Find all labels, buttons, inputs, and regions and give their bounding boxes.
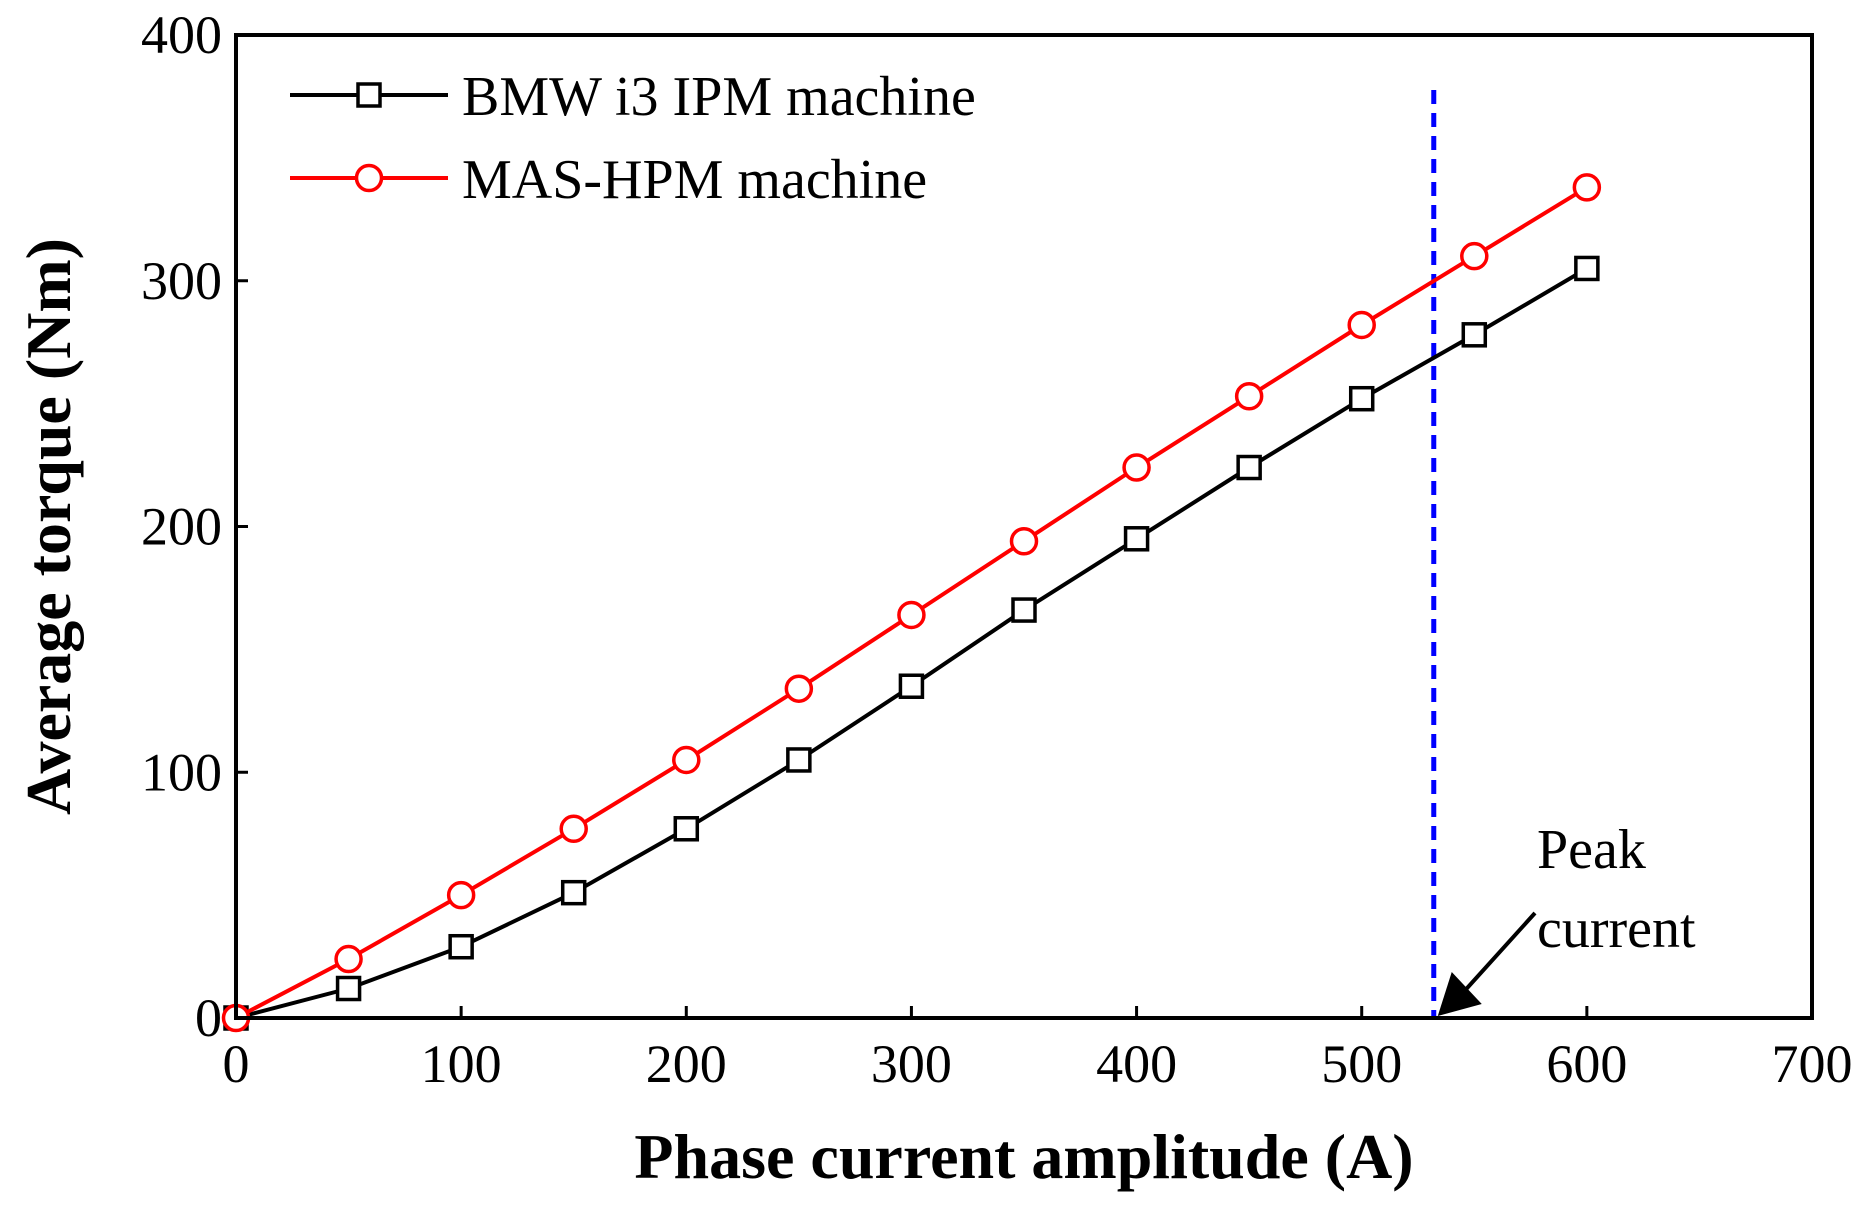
- legend-marker-0: [356, 82, 382, 108]
- y-tick-label-0: 0: [195, 988, 222, 1048]
- data-point-s0-9: [1236, 454, 1262, 481]
- data-point-s1-4: [672, 745, 701, 775]
- axis-layer: 0 100 200 300 400 500 600 700 0 100 200 300 400 Phase…: [13, 5, 1853, 1192]
- data-point-s0-8: [1123, 526, 1150, 552]
- x-tick-label-0: 0: [223, 1034, 250, 1094]
- data-point-s0-11: [1461, 322, 1488, 348]
- data-point-s1-10: [1347, 310, 1376, 340]
- y-tick-label-200: 200: [141, 497, 222, 557]
- x-tick-label-100: 100: [421, 1034, 502, 1094]
- data-point-s0-5: [786, 747, 812, 773]
- x-tick-label-300: 300: [871, 1034, 952, 1094]
- data-point-s1-2: [446, 880, 476, 910]
- data-point-s1-12: [1572, 173, 1602, 202]
- legend-label-1: MAS-HPM machine: [462, 149, 927, 211]
- data-point-s1-5: [784, 674, 814, 703]
- annotation-line-1: Peak: [1537, 819, 1646, 881]
- legend-marker-1: [354, 163, 384, 193]
- data-point-s0-10: [1348, 385, 1375, 412]
- x-tick-label-400: 400: [1096, 1034, 1177, 1094]
- data-point-s0-7: [1011, 597, 1037, 623]
- y-tick-label-100: 100: [141, 742, 222, 802]
- data-point-s1-6: [897, 600, 926, 630]
- data-point-s0-6: [898, 673, 925, 699]
- annotation-line-2: current: [1537, 898, 1696, 960]
- data-point-s1-7: [1009, 526, 1039, 556]
- data-point-s0-3: [560, 879, 587, 906]
- data-point-s0-1: [335, 975, 362, 1002]
- annotation-arrow-head: [1437, 972, 1482, 1016]
- x-tick-label-200: 200: [646, 1034, 727, 1094]
- data-point-s1-1: [334, 944, 363, 974]
- x-tick-label-700: 700: [1772, 1034, 1853, 1094]
- data-point-s0-2: [448, 933, 474, 960]
- data-point-s1-3: [559, 814, 588, 844]
- y-tick-label-300: 300: [141, 251, 222, 311]
- x-tick-label-600: 600: [1546, 1034, 1627, 1094]
- data-point-s0-4: [673, 816, 700, 842]
- data-point-s1-8: [1122, 453, 1151, 482]
- y-axis-title: Average torque (Nm): [13, 238, 84, 815]
- x-tick-label-500: 500: [1321, 1034, 1402, 1094]
- x-axis-title: Phase current amplitude (A): [634, 1121, 1413, 1192]
- data-point-s1-11: [1460, 241, 1489, 271]
- legend-layer: BMW i3 IPM machine MAS-HPM machine: [290, 66, 976, 211]
- y-tick-label-400: 400: [141, 5, 222, 65]
- data-point-s0-12: [1574, 255, 1600, 282]
- plot-layer: [221, 90, 1602, 1033]
- legend-label-0: BMW i3 IPM machine: [462, 66, 976, 128]
- annotation-layer: Peak current: [1437, 819, 1696, 1016]
- annotation-arrow-shaft: [1460, 911, 1537, 996]
- data-point-s1-9: [1234, 382, 1264, 411]
